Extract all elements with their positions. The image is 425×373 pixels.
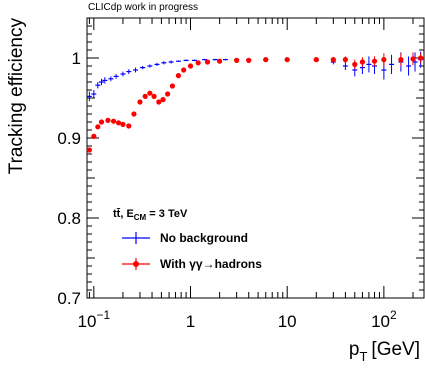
- data-point: [204, 59, 211, 65]
- plot-frame: [86, 17, 425, 299]
- legend-header: tt̄, ECM = 3 TeV: [113, 208, 188, 222]
- legend-header-tail: = 3 TeV: [146, 208, 188, 220]
- data-point: [418, 55, 424, 61]
- data-point: [234, 57, 240, 64]
- data-point: [313, 57, 319, 63]
- x-axis-label-main: p: [349, 339, 360, 360]
- data-point: [169, 83, 176, 89]
- data-point: [142, 93, 148, 99]
- data-point: [156, 99, 162, 105]
- data-point: [246, 57, 252, 64]
- data-point: [137, 99, 143, 105]
- y-tick-label: 0.7: [57, 289, 81, 308]
- data-point: [398, 57, 404, 63]
- data-point: [147, 90, 153, 96]
- series-2: [86, 52, 424, 153]
- legend: tt̄, ECM = 3 TeV No background With γγ→ha…: [113, 208, 262, 271]
- series-1: [86, 51, 424, 102]
- data-point: [151, 93, 157, 99]
- data-point: [342, 57, 349, 63]
- data-point: [160, 97, 166, 103]
- x-tick-label: 1: [186, 312, 195, 331]
- y-tick-label: 1: [72, 49, 81, 68]
- data-point: [120, 121, 126, 127]
- legend-entries: No background With γγ→hadrons: [122, 231, 262, 271]
- data-series: [86, 51, 424, 153]
- legend-marker: [133, 261, 139, 267]
- x-tick-label: 102: [371, 308, 397, 331]
- data-point: [187, 63, 194, 69]
- data-point: [165, 91, 171, 97]
- data-point: [217, 58, 223, 64]
- x-tick-label: 10−1: [78, 308, 111, 331]
- data-point: [263, 57, 269, 63]
- x-tick-label: 10: [278, 312, 297, 331]
- data-point: [352, 61, 358, 67]
- legend-header-sub: CM: [134, 213, 147, 222]
- x-axis-label-sub: T: [359, 349, 367, 364]
- x-axis-label-unit: [GeV]: [371, 339, 420, 360]
- legend-label: With γγ→hadrons: [160, 257, 262, 271]
- data-point: [110, 118, 117, 124]
- data-point: [330, 57, 336, 63]
- x-tick-label-base: 1: [186, 312, 195, 331]
- x-tick-label-base: 10: [278, 312, 297, 331]
- legend-label: No background: [160, 231, 248, 245]
- chart-header: CLICdp work in progress: [88, 2, 198, 13]
- legend-entry: No background: [122, 231, 248, 245]
- data-point: [381, 57, 387, 63]
- x-tick-labels: 10−1 1 10 102: [78, 308, 397, 331]
- legend-entry: With γγ→hadrons: [122, 257, 262, 271]
- y-tick-label: 0.8: [57, 209, 81, 228]
- data-point: [126, 123, 132, 129]
- data-point: [359, 59, 366, 65]
- y-tick-label: 0.9: [57, 129, 81, 148]
- x-axis-label: pT [GeV]: [349, 339, 420, 364]
- data-point: [181, 67, 187, 73]
- x-tick-label-exp: 2: [390, 308, 397, 322]
- data-point: [131, 111, 137, 117]
- data-point: [284, 57, 290, 63]
- legend-header-main: tt̄, E: [113, 208, 134, 220]
- data-point: [86, 147, 93, 153]
- data-point: [371, 58, 378, 64]
- data-point: [195, 60, 201, 66]
- data-point: [410, 56, 416, 62]
- data-point: [175, 73, 182, 79]
- data-point: [105, 117, 111, 123]
- data-point: [91, 133, 97, 139]
- x-tick-label-base: 10: [371, 312, 390, 331]
- data-point: [95, 124, 101, 130]
- y-axis-label: Tracking efficiency: [6, 18, 27, 175]
- x-tick-label-base: 10: [78, 312, 97, 331]
- y-tick-labels: 0.7 0.8 0.9 1: [57, 49, 81, 308]
- data-point: [115, 120, 122, 126]
- data-point: [98, 119, 105, 125]
- x-tick-label-exp: −1: [96, 308, 110, 322]
